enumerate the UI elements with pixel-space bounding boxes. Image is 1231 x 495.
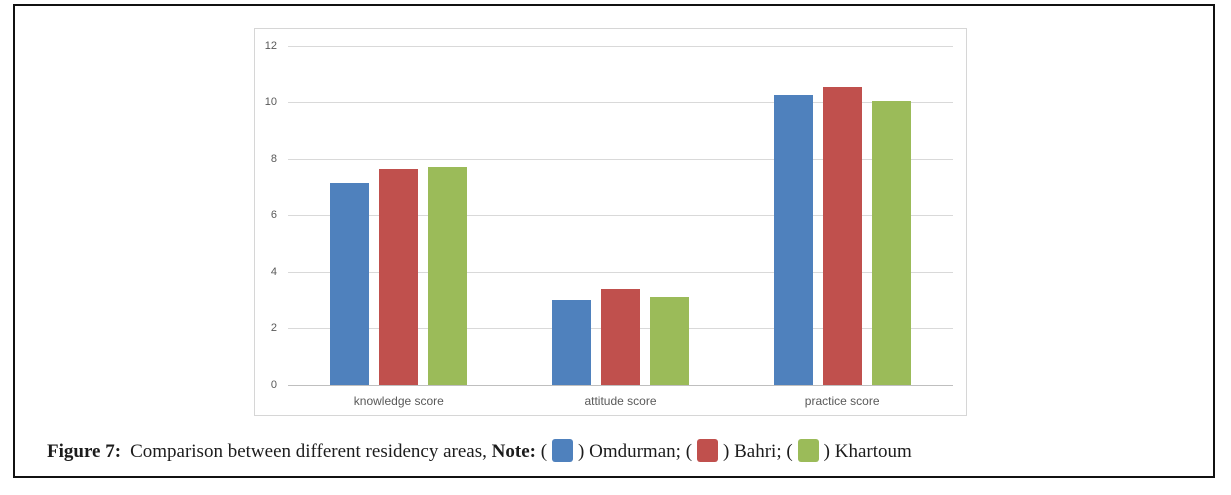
- bar-bahri-knowledge-score: [379, 168, 419, 385]
- figure-caption-note-label: Note:: [491, 441, 536, 462]
- gridline-y-6: [288, 215, 953, 217]
- gridline-y-10: [288, 102, 953, 104]
- x-axis-line: [288, 385, 953, 386]
- legend-label-omdurman: Omdurman: [589, 441, 676, 462]
- y-tick-label-6: 6: [270, 209, 277, 222]
- gridline-y-12: [288, 45, 953, 47]
- figure-caption-label: Figure 7:: [47, 441, 122, 462]
- y-tick-label-2: 2: [270, 322, 277, 335]
- x-axis-category-label: practice score: [804, 394, 880, 408]
- paren-close: ): [578, 441, 585, 462]
- bar-omdurman-knowledge-score: [330, 182, 370, 385]
- caption-legend-entry: () Omdurman;: [540, 439, 681, 462]
- y-tick-label-0: 0: [270, 379, 277, 391]
- legend-swatch-khartoum: [797, 439, 819, 462]
- legend-label-khartoum: Khartoum: [834, 441, 912, 462]
- figure-caption: Figure 7: Comparison between different re…: [47, 438, 1187, 465]
- bar-khartoum-practice-score: [871, 100, 911, 385]
- gridline-y-4: [288, 271, 953, 273]
- paren-close: ): [823, 441, 830, 462]
- caption-legend-entry: () Khartoum: [786, 439, 912, 462]
- bar-omdurman-attitude-score: [552, 300, 591, 385]
- legend-swatch-omdurman: [552, 439, 574, 462]
- bar-bahri-attitude-score: [601, 288, 640, 385]
- y-tick-label-4: 4: [270, 265, 277, 278]
- paren-open: (: [685, 441, 693, 462]
- bar-bahri-practice-score: [822, 86, 862, 385]
- paren-open: (: [786, 441, 793, 462]
- caption-legend-entry: () Bahri;: [685, 439, 782, 462]
- chart-area: 0 2 4 6 8 10 12 knowledge score attitude score pr…: [254, 28, 967, 416]
- legend-separator: ;: [776, 441, 782, 462]
- bar-omdurman-practice-score: [773, 95, 813, 385]
- legend-swatch-bahri: [697, 439, 719, 462]
- legend-separator: ;: [675, 441, 681, 462]
- x-axis-category-label: knowledge score: [353, 394, 444, 408]
- x-axis-category-label: attitude score: [584, 394, 657, 408]
- bar-khartoum-knowledge-score: [428, 167, 468, 385]
- y-tick-label-12: 12: [264, 39, 277, 52]
- y-tick-label-8: 8: [270, 152, 277, 165]
- y-tick-label-10: 10: [264, 96, 277, 109]
- legend-label-bahri: Bahri: [734, 441, 777, 462]
- paren-open: (: [540, 441, 548, 462]
- figure-border-box: 0 2 4 6 8 10 12 knowledge score attitude score pr…: [13, 4, 1215, 478]
- figure-caption-text: Comparison between different residency a…: [130, 441, 487, 462]
- bar-khartoum-attitude-score: [650, 297, 689, 385]
- paren-close: ): [723, 441, 730, 462]
- gridline-y-8: [288, 158, 953, 160]
